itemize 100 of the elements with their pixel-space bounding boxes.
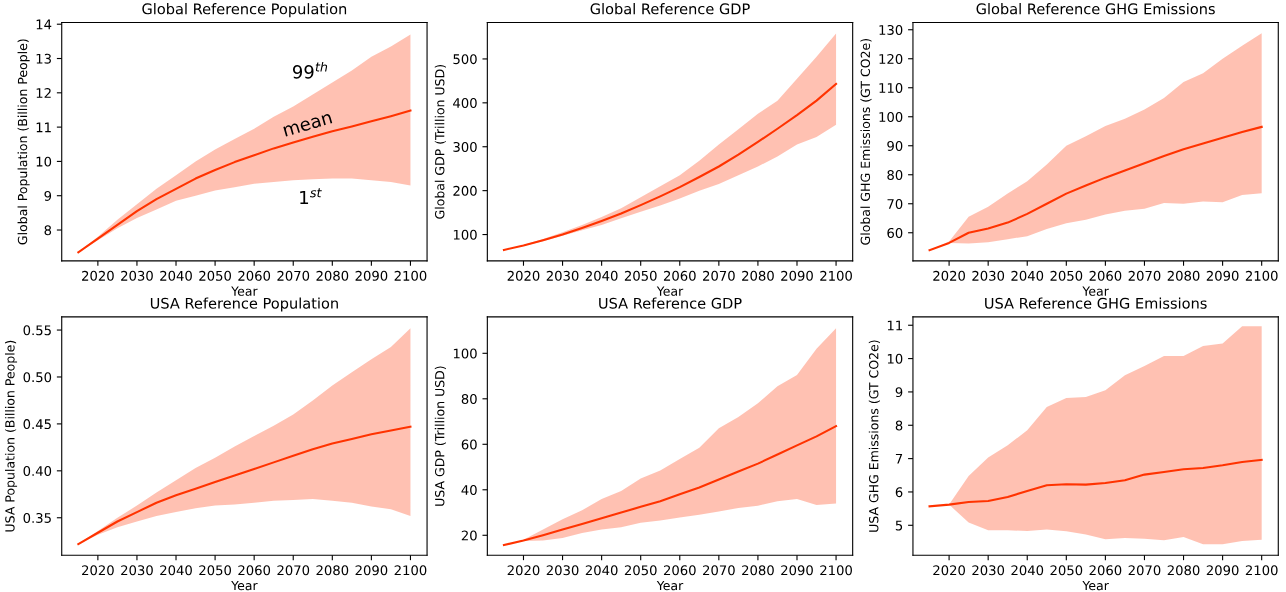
y-tick-label: 8 [44,225,52,236]
x-tick-label: 2060 [1089,565,1122,576]
y-tick-label: 11 [36,122,51,133]
y-tick-label: 400 [453,98,477,109]
line-series [928,458,1263,508]
y-tick-label: 10 [36,156,52,167]
y-axis-title: USA GDP (Trillion USD) [434,366,446,506]
y-axis-title: Global Population (Billion People) [17,39,30,245]
y-tick-label: 7 [895,454,903,464]
x-axis-title: Year [656,286,684,296]
y-tick-label: 20 [461,530,477,541]
x-axis-title: Year [1082,580,1109,591]
chart-title: USA Reference Population [150,297,338,312]
x-tick-label: 2080 [316,565,349,576]
line-series [77,109,412,254]
y-tick-label: 500 [453,54,477,65]
x-axis-title: Year [231,286,258,296]
y-axis-title: USA Population (Billion People) [4,340,18,532]
annotation: mean [283,113,333,137]
x-axis-title: Year [1082,286,1109,296]
x-tick-label: 2070 [703,270,735,281]
y-tick-label: 120 [879,53,903,64]
y-tick-label: 200 [453,185,477,196]
x-tick-label: 2090 [1206,565,1239,576]
y-tick-label: 10 [887,353,903,364]
y-tick-label: 0.35 [23,512,51,523]
x-tick-label: 2090 [781,270,813,281]
x-tick-label: 2050 [1050,565,1083,576]
y-tick-label: 40 [461,485,477,495]
chart-title: Global Reference GDP [590,3,750,15]
x-tick-label: 2100 [394,565,427,576]
y-tick-label: 5 [895,520,903,531]
y-tick-label: 90 [887,140,903,151]
x-tick-label: 2060 [238,565,271,576]
y-tick-label: 0.40 [23,466,52,477]
line-series [77,425,412,546]
x-tick-label: 2050 [1050,270,1083,281]
y-tick-label: 9 [44,190,52,201]
x-tick-label: 2060 [663,565,696,576]
y-tick-label: 80 [887,169,903,180]
x-tick-label: 2100 [820,270,852,281]
line-series [502,82,838,251]
y-tick-label: 6 [895,487,903,498]
x-tick-label: 2030 [121,270,153,281]
x-tick-label: 2040 [585,565,618,576]
x-tick-label: 2020 [507,565,540,576]
y-tick-label: 11 [887,320,903,331]
y-tick-label: 60 [461,439,477,450]
x-tick-label: 2070 [277,565,310,576]
x-tick-label: 2020 [933,565,966,576]
y-tick-label: 0.50 [23,372,52,383]
x-tick-label: 2090 [781,565,813,576]
x-tick-label: 2090 [1206,270,1239,281]
x-tick-label: 2040 [1011,565,1044,576]
x-tick-label: 2100 [1245,565,1278,576]
y-tick-label: 100 [453,229,477,240]
x-tick-label: 2030 [546,270,579,281]
x-tick-label: 2050 [624,565,657,576]
y-axis-title: Global GHG Emissions (GT CO2e) [860,39,872,245]
y-tick-label: 300 [453,141,477,152]
y-tick-label: 80 [461,394,477,404]
x-tick-label: 2090 [355,565,388,576]
x-tick-label: 2050 [199,565,231,576]
x-tick-label: 2080 [742,565,774,576]
y-axis-title: Global GDP (Trillion USD) [434,65,446,219]
x-axis-title: Year [231,580,258,591]
y-tick-label: 12 [36,88,51,98]
x-tick-label: 2090 [355,270,388,281]
chart-title: Global Reference GHG Emissions [976,3,1215,15]
y-tick-label: 100 [453,348,477,359]
x-tick-label: 2100 [1245,270,1278,281]
y-tick-label: 60 [887,227,903,238]
y-tick-label: 0.55 [23,325,51,336]
y-tick-label: 110 [879,82,903,93]
x-tick-label: 2040 [585,270,618,281]
x-tick-label: 2080 [316,270,349,281]
x-tick-label: 2020 [82,565,114,576]
x-tick-label: 2080 [1167,270,1200,281]
annotation: 99$^{th}$ [292,61,328,79]
y-tick-label: 9 [895,387,903,398]
chart-title: USA Reference GHG Emissions [985,297,1207,309]
x-tick-label: 2070 [277,270,310,281]
x-tick-label: 2050 [624,270,657,281]
x-tick-label: 2060 [1089,270,1122,281]
x-tick-label: 2080 [742,270,774,281]
y-tick-label: 70 [887,198,903,209]
x-tick-label: 2070 [1128,565,1161,576]
chart-title: Global Reference Population [142,3,347,18]
x-tick-label: 2060 [238,270,271,281]
x-tick-label: 2020 [82,270,114,281]
x-tick-label: 2030 [546,565,579,576]
line-series [502,425,838,547]
x-tick-label: 2040 [160,565,192,576]
y-tick-label: 130 [879,24,903,35]
x-tick-label: 2030 [972,565,1005,576]
x-tick-label: 2100 [820,565,852,576]
y-tick-label: 0.45 [23,419,51,430]
x-tick-label: 2040 [160,270,192,281]
x-tick-label: 2020 [933,270,966,281]
x-tick-label: 2030 [972,270,1005,281]
